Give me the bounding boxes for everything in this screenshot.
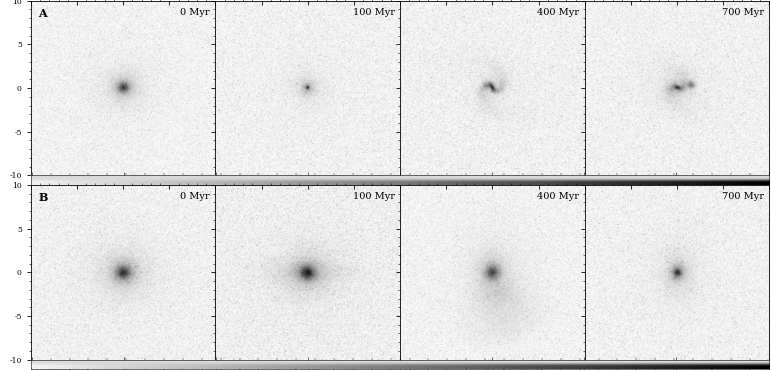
Text: 700 Myr: 700 Myr (722, 192, 764, 201)
Text: A: A (39, 8, 47, 19)
Text: B: B (39, 192, 48, 203)
Text: 400 Myr: 400 Myr (537, 8, 579, 17)
Text: 700 Myr: 700 Myr (722, 8, 764, 17)
Text: 400 Myr: 400 Myr (537, 192, 579, 201)
Text: 0 Myr: 0 Myr (180, 192, 210, 201)
Text: 100 Myr: 100 Myr (352, 8, 395, 17)
Text: 100 Myr: 100 Myr (352, 192, 395, 201)
Text: 0 Myr: 0 Myr (180, 8, 210, 17)
